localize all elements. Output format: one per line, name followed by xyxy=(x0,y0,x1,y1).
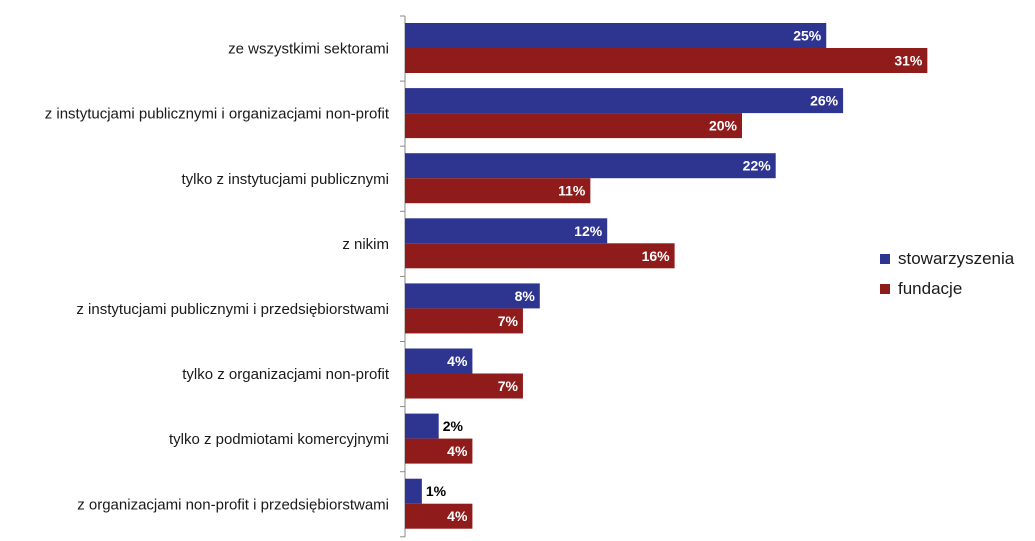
data-label-fundacje: 4% xyxy=(447,443,468,459)
bar-fundacje xyxy=(405,503,473,529)
legend: stowarzyszenia fundacje xyxy=(880,244,1014,304)
bar-stowarzyszenia xyxy=(405,283,540,309)
bar-fundacje xyxy=(405,438,473,464)
data-label-stowarzyszenia: 12% xyxy=(574,223,603,239)
legend-label-stowarzyszenia: stowarzyszenia xyxy=(898,249,1015,268)
data-label-stowarzyszenia: 1% xyxy=(426,483,447,499)
data-label-stowarzyszenia: 26% xyxy=(810,93,839,109)
data-label-fundacje: 11% xyxy=(558,183,586,199)
data-label-fundacje: 7% xyxy=(498,378,519,394)
category-label: ze wszystkimi sektorami xyxy=(228,41,389,58)
bar-fundacje xyxy=(405,243,675,269)
data-label-fundacje: 20% xyxy=(709,118,738,134)
bar-stowarzyszenia xyxy=(405,413,439,439)
category-label: z instytucjami publicznymi i przedsiębio… xyxy=(76,301,389,318)
legend-item-fundacje: fundacje xyxy=(880,274,1014,304)
category-label: tylko z podmiotami komercyjnymi xyxy=(169,431,389,448)
bar-fundacje xyxy=(405,308,523,334)
legend-swatch-stowarzyszenia xyxy=(880,254,890,264)
data-label-stowarzyszenia: 4% xyxy=(447,353,468,369)
data-label-fundacje: 16% xyxy=(642,248,671,264)
legend-label-fundacje: fundacje xyxy=(898,279,963,298)
bar-stowarzyszenia xyxy=(405,23,827,48)
data-label-stowarzyszenia: 8% xyxy=(515,288,536,304)
bar-stowarzyszenia xyxy=(405,218,608,244)
bar-fundacje xyxy=(405,178,591,204)
category-label: z instytucjami publicznymi i organizacja… xyxy=(45,106,390,123)
category-label: tylko z instytucjami publicznymi xyxy=(181,171,389,188)
bar-stowarzyszenia xyxy=(405,88,844,114)
data-label-stowarzyszenia: 25% xyxy=(793,28,822,44)
bar-stowarzyszenia xyxy=(405,153,776,179)
bar-fundacje xyxy=(405,48,928,73)
bar-stowarzyszenia xyxy=(405,348,473,374)
bar-stowarzyszenia xyxy=(405,478,422,504)
data-label-fundacje: 31% xyxy=(894,53,923,69)
category-label: z nikim xyxy=(342,236,389,253)
data-label-fundacje: 4% xyxy=(447,508,468,524)
category-label: tylko z organizacjami non-profit xyxy=(182,366,390,383)
data-label-fundacje: 7% xyxy=(498,313,519,329)
bar-fundacje xyxy=(405,113,742,139)
bar-fundacje xyxy=(405,373,523,399)
legend-item-stowarzyszenia: stowarzyszenia xyxy=(880,244,1014,274)
category-label: z organizacjami non-profit i przedsiębio… xyxy=(77,496,389,513)
legend-swatch-fundacje xyxy=(880,284,890,294)
data-label-stowarzyszenia: 22% xyxy=(743,158,772,174)
data-label-stowarzyszenia: 2% xyxy=(443,418,464,434)
